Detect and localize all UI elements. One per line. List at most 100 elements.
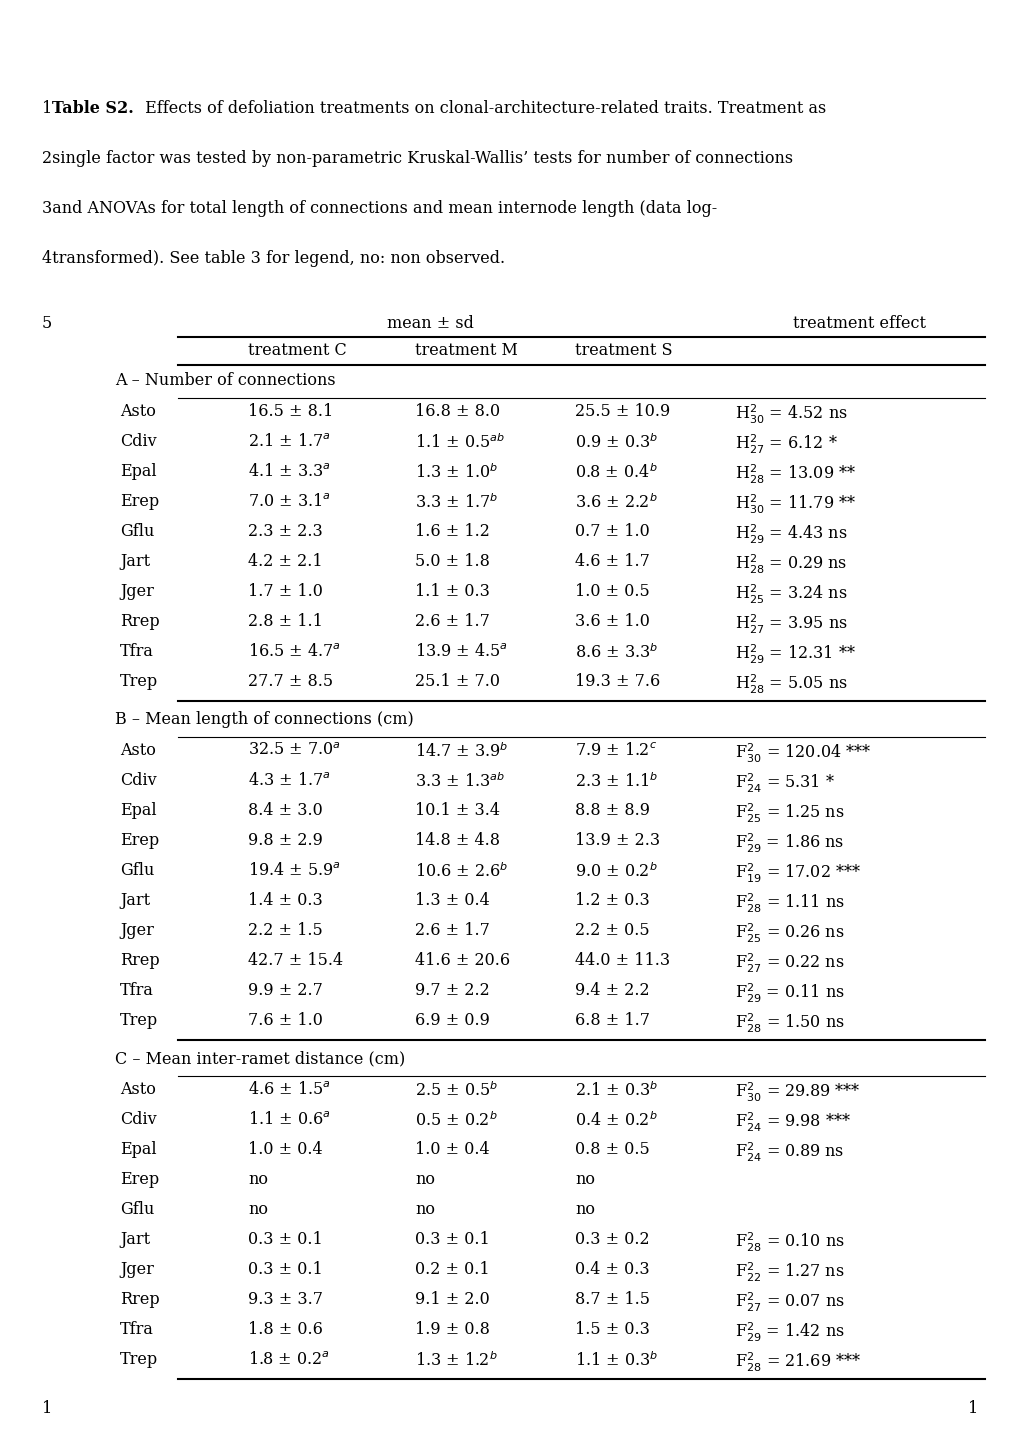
Text: 1.1 ± 0.3$^b$: 1.1 ± 0.3$^b$ (575, 1351, 657, 1369)
Text: 1.1 ± 0.5$^{ab}$: 1.1 ± 0.5$^{ab}$ (415, 433, 504, 452)
Text: 3.3 ± 1.7$^b$: 3.3 ± 1.7$^b$ (415, 494, 497, 512)
Text: no: no (575, 1172, 594, 1188)
Text: 4transformed). See table 3 for legend, no: non observed.: 4transformed). See table 3 for legend, n… (42, 250, 504, 267)
Text: 44.0 ± 11.3: 44.0 ± 11.3 (575, 952, 669, 970)
Text: 8.7 ± 1.5: 8.7 ± 1.5 (575, 1291, 649, 1307)
Text: 1.1 ± 0.3: 1.1 ± 0.3 (415, 583, 489, 600)
Text: Cdiv: Cdiv (120, 1111, 157, 1128)
Text: Effects of defoliation treatments on clonal-architecture-related traits. Treatme: Effects of defoliation treatments on clo… (140, 100, 825, 117)
Text: no: no (248, 1201, 268, 1218)
Text: 25.5 ± 10.9: 25.5 ± 10.9 (575, 403, 669, 420)
Text: 1.0 ± 0.5: 1.0 ± 0.5 (575, 583, 649, 600)
Text: 27.7 ± 8.5: 27.7 ± 8.5 (248, 672, 333, 690)
Text: 4.2 ± 2.1: 4.2 ± 2.1 (248, 553, 322, 570)
Text: 0.3 ± 0.1: 0.3 ± 0.1 (248, 1231, 322, 1248)
Text: 0.8 ± 0.4$^b$: 0.8 ± 0.4$^b$ (575, 463, 657, 482)
Text: Jart: Jart (120, 1231, 150, 1248)
Text: F$^2_{27}$ = 0.07 ns: F$^2_{27}$ = 0.07 ns (735, 1291, 844, 1315)
Text: F$^2_{27}$ = 0.22 ns: F$^2_{27}$ = 0.22 ns (735, 952, 844, 975)
Text: 0.9 ± 0.3$^b$: 0.9 ± 0.3$^b$ (575, 433, 657, 452)
Text: F$^2_{28}$ = 0.10 ns: F$^2_{28}$ = 0.10 ns (735, 1231, 844, 1254)
Text: 9.8 ± 2.9: 9.8 ± 2.9 (248, 833, 323, 848)
Text: 2.8 ± 1.1: 2.8 ± 1.1 (248, 613, 323, 631)
Text: Tfra: Tfra (120, 983, 154, 999)
Text: no: no (415, 1172, 434, 1188)
Text: 7.6 ± 1.0: 7.6 ± 1.0 (248, 1012, 323, 1029)
Text: H$^2_{30}$ = 4.52 ns: H$^2_{30}$ = 4.52 ns (735, 403, 847, 426)
Text: 1.5 ± 0.3: 1.5 ± 0.3 (575, 1320, 649, 1338)
Text: 4.6 ± 1.7: 4.6 ± 1.7 (575, 553, 649, 570)
Text: 0.3 ± 0.1: 0.3 ± 0.1 (415, 1231, 489, 1248)
Text: H$^2_{27}$ = 3.95 ns: H$^2_{27}$ = 3.95 ns (735, 613, 847, 636)
Text: 6.8 ± 1.7: 6.8 ± 1.7 (575, 1012, 649, 1029)
Text: Erep: Erep (120, 1172, 159, 1188)
Text: mean ± sd: mean ± sd (386, 315, 473, 332)
Text: 7.0 ± 3.1$^a$: 7.0 ± 3.1$^a$ (248, 494, 330, 509)
Text: 1.8 ± 0.2$^a$: 1.8 ± 0.2$^a$ (248, 1351, 329, 1368)
Text: H$^2_{28}$ = 0.29 ns: H$^2_{28}$ = 0.29 ns (735, 553, 847, 576)
Text: Gflu: Gflu (120, 1201, 154, 1218)
Text: 4.6 ± 1.5$^a$: 4.6 ± 1.5$^a$ (248, 1081, 330, 1098)
Text: 14.7 ± 3.9$^b$: 14.7 ± 3.9$^b$ (415, 742, 507, 760)
Text: Epal: Epal (120, 1141, 157, 1157)
Text: 3.6 ± 2.2$^b$: 3.6 ± 2.2$^b$ (575, 494, 657, 512)
Text: Jger: Jger (120, 1261, 154, 1278)
Text: 10.6 ± 2.6$^b$: 10.6 ± 2.6$^b$ (415, 861, 507, 880)
Text: no: no (575, 1201, 594, 1218)
Text: Rrep: Rrep (120, 952, 159, 970)
Text: Rrep: Rrep (120, 613, 159, 631)
Text: 0.4 ± 0.2$^b$: 0.4 ± 0.2$^b$ (575, 1111, 657, 1130)
Text: 14.8 ± 4.8: 14.8 ± 4.8 (415, 833, 499, 848)
Text: 10.1 ± 3.4: 10.1 ± 3.4 (415, 802, 499, 820)
Text: 0.3 ± 0.2: 0.3 ± 0.2 (575, 1231, 649, 1248)
Text: Asto: Asto (120, 742, 156, 759)
Text: 9.3 ± 3.7: 9.3 ± 3.7 (248, 1291, 323, 1307)
Text: Trep: Trep (120, 672, 158, 690)
Text: Cdiv: Cdiv (120, 433, 157, 450)
Text: 9.0 ± 0.2$^b$: 9.0 ± 0.2$^b$ (575, 861, 657, 880)
Text: H$^2_{25}$ = 3.24 ns: H$^2_{25}$ = 3.24 ns (735, 583, 847, 606)
Text: Epal: Epal (120, 463, 157, 481)
Text: 13.9 ± 4.5$^a$: 13.9 ± 4.5$^a$ (415, 644, 507, 659)
Text: 42.7 ± 15.4: 42.7 ± 15.4 (248, 952, 342, 970)
Text: 41.6 ± 20.6: 41.6 ± 20.6 (415, 952, 510, 970)
Text: 9.9 ± 2.7: 9.9 ± 2.7 (248, 983, 323, 999)
Text: 2.1 ± 1.7$^a$: 2.1 ± 1.7$^a$ (248, 433, 330, 450)
Text: F$^2_{28}$ = 1.50 ns: F$^2_{28}$ = 1.50 ns (735, 1012, 844, 1035)
Text: 1.6 ± 1.2: 1.6 ± 1.2 (415, 522, 489, 540)
Text: 1.8 ± 0.6: 1.8 ± 0.6 (248, 1320, 323, 1338)
Text: 0.4 ± 0.3: 0.4 ± 0.3 (575, 1261, 649, 1278)
Text: F$^2_{24}$ = 9.98 ***: F$^2_{24}$ = 9.98 *** (735, 1111, 850, 1134)
Text: 1.3 ± 1.0$^b$: 1.3 ± 1.0$^b$ (415, 463, 497, 482)
Text: A – Number of connections: A – Number of connections (115, 372, 335, 390)
Text: 2.5 ± 0.5$^b$: 2.5 ± 0.5$^b$ (415, 1081, 497, 1100)
Text: 1.3 ± 0.4: 1.3 ± 0.4 (415, 892, 489, 909)
Text: F$^2_{24}$ = 0.89 ns: F$^2_{24}$ = 0.89 ns (735, 1141, 844, 1165)
Text: Gflu: Gflu (120, 861, 154, 879)
Text: 19.3 ± 7.6: 19.3 ± 7.6 (575, 672, 659, 690)
Text: Table S2.: Table S2. (52, 100, 133, 117)
Text: Jger: Jger (120, 922, 154, 939)
Text: F$^2_{30}$ = 29.89 ***: F$^2_{30}$ = 29.89 *** (735, 1081, 859, 1104)
Text: F$^2_{19}$ = 17.02 ***: F$^2_{19}$ = 17.02 *** (735, 861, 860, 885)
Text: treatment S: treatment S (575, 342, 672, 359)
Text: 1.3 ± 1.2$^b$: 1.3 ± 1.2$^b$ (415, 1351, 497, 1369)
Text: Erep: Erep (120, 833, 159, 848)
Text: 8.8 ± 8.9: 8.8 ± 8.9 (575, 802, 649, 820)
Text: H$^2_{29}$ = 12.31 **: H$^2_{29}$ = 12.31 ** (735, 644, 855, 667)
Text: 0.2 ± 0.1: 0.2 ± 0.1 (415, 1261, 489, 1278)
Text: 1.1 ± 0.6$^a$: 1.1 ± 0.6$^a$ (248, 1111, 330, 1128)
Text: 1.9 ± 0.8: 1.9 ± 0.8 (415, 1320, 489, 1338)
Text: 5: 5 (42, 315, 52, 332)
Text: Tfra: Tfra (120, 644, 154, 659)
Text: 0.8 ± 0.5: 0.8 ± 0.5 (575, 1141, 649, 1157)
Text: Cdiv: Cdiv (120, 772, 157, 789)
Text: 9.1 ± 2.0: 9.1 ± 2.0 (415, 1291, 489, 1307)
Text: 2.1 ± 0.3$^b$: 2.1 ± 0.3$^b$ (575, 1081, 657, 1100)
Text: Trep: Trep (120, 1351, 158, 1368)
Text: F$^2_{25}$ = 1.25 ns: F$^2_{25}$ = 1.25 ns (735, 802, 844, 825)
Text: H$^2_{29}$ = 4.43 ns: H$^2_{29}$ = 4.43 ns (735, 522, 847, 547)
Text: F$^2_{29}$ = 1.42 ns: F$^2_{29}$ = 1.42 ns (735, 1320, 844, 1345)
Text: 2.6 ± 1.7: 2.6 ± 1.7 (415, 922, 489, 939)
Text: 4.3 ± 1.7$^a$: 4.3 ± 1.7$^a$ (248, 772, 330, 789)
